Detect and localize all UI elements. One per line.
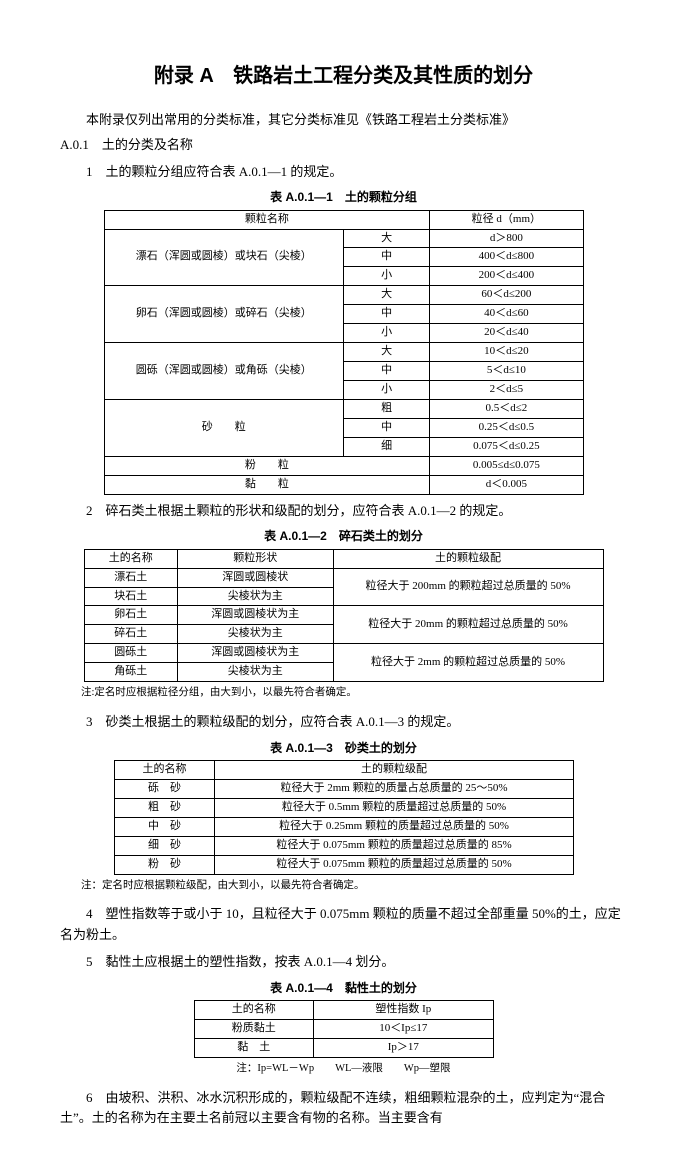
table-2-caption: 表 A.0.1—2 碎石类土的划分 bbox=[60, 527, 627, 546]
t1-g3: 圆砾（浑圆或圆棱）或角砾（尖棱） bbox=[104, 343, 344, 400]
t2-h: 土的颗粒级配 bbox=[333, 549, 603, 568]
t1-sub: 小 bbox=[344, 267, 430, 286]
t1-sub: 小 bbox=[344, 381, 430, 400]
t1-val: 5＜d≤10 bbox=[430, 362, 583, 381]
page-title: 附录 A 铁路岩土工程分类及其性质的划分 bbox=[60, 60, 627, 92]
t1-g2: 卵石（浑圆或圆棱）或碎石（尖棱） bbox=[104, 286, 344, 343]
t1-sub: 大 bbox=[344, 229, 430, 248]
t1-sub: 大 bbox=[344, 286, 430, 305]
t2-f: 尖棱状为主 bbox=[177, 587, 333, 606]
t2-n: 卵石土 bbox=[84, 606, 177, 625]
t1-g5: 粉 粒 bbox=[104, 456, 430, 475]
table-3-caption: 表 A.0.1—3 砂类土的划分 bbox=[60, 739, 627, 758]
t3-g: 粒径大于 2mm 颗粒的质量占总质量的 25～50% bbox=[215, 779, 573, 798]
table-2-note: 注:定名时应根据粒径分组，由大到小，以最先符合者确定。 bbox=[60, 685, 627, 702]
t3-n: 细 砂 bbox=[114, 836, 215, 855]
t2-g: 粒径大于 200mm 的颗粒超过总质量的 50% bbox=[333, 568, 603, 606]
t1-g1: 漂石（浑圆或圆棱）或块石（尖棱） bbox=[104, 229, 344, 286]
t1-val: 20＜d≤40 bbox=[430, 324, 583, 343]
t1-g6: 黏 粒 bbox=[104, 475, 430, 494]
t3-n: 粗 砂 bbox=[114, 798, 215, 817]
t1-val: d＜0.005 bbox=[430, 475, 583, 494]
t1-val: 200＜d≤400 bbox=[430, 267, 583, 286]
t3-n: 中 砂 bbox=[114, 817, 215, 836]
t2-n: 漂石土 bbox=[84, 568, 177, 587]
t2-f: 浑圆或圆棱状 bbox=[177, 568, 333, 587]
t1-val: 2＜d≤5 bbox=[430, 381, 583, 400]
t1-val: 10＜d≤20 bbox=[430, 343, 583, 362]
t1-val: 0.25＜d≤0.5 bbox=[430, 418, 583, 437]
table-3: 土的名称土的颗粒级配 砾 砂粒径大于 2mm 颗粒的质量占总质量的 25～50%… bbox=[114, 760, 574, 875]
t2-n: 块石土 bbox=[84, 587, 177, 606]
t4-n: 黏 土 bbox=[194, 1038, 314, 1057]
t1-sub: 中 bbox=[344, 418, 430, 437]
table-2: 土的名称颗粒形状土的颗粒级配 漂石土浑圆或圆棱状粒径大于 200mm 的颗粒超过… bbox=[84, 549, 604, 683]
t1-val: 0.005≤d≤0.075 bbox=[430, 456, 583, 475]
item-3: 3 砂类土根据土的颗粒级配的划分，应符合表 A.0.1—3 的规定。 bbox=[60, 712, 627, 733]
t3-g: 粒径大于 0.075mm 颗粒的质量超过总质量的 85% bbox=[215, 836, 573, 855]
t2-n: 碎石土 bbox=[84, 625, 177, 644]
item-4: 4 塑性指数等于或小于 10，且粒径大于 0.075mm 颗粒的质量不超过全部重… bbox=[60, 904, 627, 946]
t1-val: 60＜d≤200 bbox=[430, 286, 583, 305]
table-4-caption: 表 A.0.1—4 黏性土的划分 bbox=[60, 979, 627, 998]
t2-h: 颗粒形状 bbox=[177, 549, 333, 568]
t1-val: 400＜d≤800 bbox=[430, 248, 583, 267]
t1-head-name: 颗粒名称 bbox=[104, 210, 430, 229]
t1-sub: 中 bbox=[344, 362, 430, 381]
t2-f: 尖棱状为主 bbox=[177, 625, 333, 644]
t3-g: 粒径大于 0.075mm 颗粒的质量超过总质量的 50% bbox=[215, 855, 573, 874]
t4-n: 粉质黏土 bbox=[194, 1019, 314, 1038]
t2-f: 浑圆或圆棱状为主 bbox=[177, 606, 333, 625]
table-1: 颗粒名称粒径 d（mm） 漂石（浑圆或圆棱）或块石（尖棱）大d＞800 中400… bbox=[104, 210, 584, 495]
table-3-note: 注：定名时应根据颗粒级配，由大到小，以最先符合者确定。 bbox=[60, 878, 627, 895]
t3-g: 粒径大于 0.25mm 颗粒的质量超过总质量的 50% bbox=[215, 817, 573, 836]
item-1: 1 土的颗粒分组应符合表 A.0.1—1 的规定。 bbox=[60, 162, 627, 183]
t4-h: 塑性指数 Ip bbox=[314, 1000, 493, 1019]
t2-h: 土的名称 bbox=[84, 549, 177, 568]
t2-f: 尖棱状为主 bbox=[177, 663, 333, 682]
t1-val: 0.075＜d≤0.25 bbox=[430, 437, 583, 456]
t1-sub: 细 bbox=[344, 437, 430, 456]
t4-h: 土的名称 bbox=[194, 1000, 314, 1019]
table-4-note: 注：Ip=WL－Wp WL—液限 Wp—塑限 bbox=[60, 1061, 627, 1078]
t3-g: 粒径大于 0.5mm 颗粒的质量超过总质量的 50% bbox=[215, 798, 573, 817]
t2-g: 粒径大于 2mm 的颗粒超过总质量的 50% bbox=[333, 644, 603, 682]
t1-sub: 大 bbox=[344, 343, 430, 362]
t2-f: 浑圆或圆棱状为主 bbox=[177, 644, 333, 663]
t1-sub: 小 bbox=[344, 324, 430, 343]
table-1-caption: 表 A.0.1—1 土的颗粒分组 bbox=[60, 188, 627, 207]
t2-n: 圆砾土 bbox=[84, 644, 177, 663]
t3-n: 粉 砂 bbox=[114, 855, 215, 874]
t4-v: Ip＞17 bbox=[314, 1038, 493, 1057]
t3-h: 土的名称 bbox=[114, 760, 215, 779]
intro-text: 本附录仅列出常用的分类标准，其它分类标准见《铁路工程岩土分类标准》 bbox=[60, 110, 627, 131]
section-number: A.0.1 土的分类及名称 bbox=[60, 135, 627, 156]
t1-val: d＞800 bbox=[430, 229, 583, 248]
item-6: 6 由坡积、洪积、冰水沉积形成的，颗粒级配不连续，粗细颗粒混杂的土，应判定为“混… bbox=[60, 1088, 627, 1130]
t1-sub: 粗 bbox=[344, 399, 430, 418]
t1-val: 0.5＜d≤2 bbox=[430, 399, 583, 418]
t1-sub: 中 bbox=[344, 305, 430, 324]
table-4: 土的名称塑性指数 Ip 粉质黏土10＜Ip≤17 黏 土Ip＞17 bbox=[194, 1000, 494, 1058]
item-5: 5 黏性土应根据土的塑性指数，按表 A.0.1—4 划分。 bbox=[60, 952, 627, 973]
item-2: 2 碎石类土根据土颗粒的形状和级配的划分，应符合表 A.0.1—2 的规定。 bbox=[60, 501, 627, 522]
t1-val: 40＜d≤60 bbox=[430, 305, 583, 324]
t1-sub: 中 bbox=[344, 248, 430, 267]
t3-h: 土的颗粒级配 bbox=[215, 760, 573, 779]
t2-n: 角砾土 bbox=[84, 663, 177, 682]
t3-n: 砾 砂 bbox=[114, 779, 215, 798]
t4-v: 10＜Ip≤17 bbox=[314, 1019, 493, 1038]
t2-g: 粒径大于 20mm 的颗粒超过总质量的 50% bbox=[333, 606, 603, 644]
t1-head-size: 粒径 d（mm） bbox=[430, 210, 583, 229]
t1-g4: 砂 粒 bbox=[104, 399, 344, 456]
